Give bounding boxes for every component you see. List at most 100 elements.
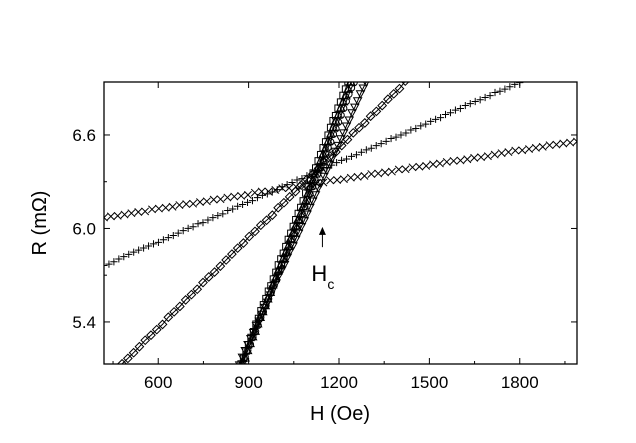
data-point: [383, 94, 393, 105]
data-point: [273, 202, 284, 213]
data-point: [382, 137, 390, 145]
data-point: [333, 141, 343, 151]
data-point: [253, 194, 262, 202]
data-point: [394, 165, 403, 174]
data-point: [285, 247, 296, 256]
data-point: [397, 131, 405, 139]
data-point: [221, 255, 232, 265]
data-point: [377, 100, 388, 111]
data-point: [334, 118, 343, 126]
data-point: [483, 152, 492, 161]
data-point: [209, 213, 217, 222]
data-point: [128, 347, 139, 358]
data-point: [365, 111, 376, 122]
data-point: [148, 205, 156, 214]
data-point: [310, 191, 321, 200]
data-point: [331, 111, 340, 120]
chart-marks: [104, 82, 577, 364]
data-point: [271, 279, 281, 288]
data-point: [461, 101, 469, 110]
data-point: [186, 289, 197, 300]
data-point: [355, 90, 366, 99]
y-tick-label: 6.0: [72, 219, 96, 238]
data-point: [298, 209, 306, 218]
series-line: [121, 82, 406, 364]
data-point: [504, 148, 513, 157]
data-point: [362, 146, 370, 154]
data-point: [449, 156, 458, 165]
data-point: [417, 122, 425, 130]
data-point: [407, 126, 415, 134]
data-point: [157, 319, 168, 330]
data-point: [293, 176, 301, 184]
data-point: [343, 84, 354, 93]
data-point: [214, 211, 222, 220]
data-point: [219, 210, 227, 218]
data-point: [441, 110, 450, 119]
data-point: [456, 156, 465, 165]
data-point: [337, 111, 345, 119]
data-point: [278, 197, 289, 208]
data-point: [144, 242, 153, 250]
series-diamond: [117, 82, 410, 364]
data-point: [342, 97, 350, 106]
data-point: [226, 249, 237, 260]
data-point: [305, 203, 315, 213]
data-point: [456, 104, 464, 113]
y-tick-label: 6.6: [72, 126, 96, 145]
data-point: [296, 222, 307, 232]
data-point: [333, 109, 344, 119]
data-point: [446, 109, 455, 117]
data-point: [371, 106, 382, 117]
x-tick-label: 1800: [501, 373, 539, 392]
data-point: [234, 361, 245, 364]
data-point: [313, 184, 324, 193]
data-point: [130, 248, 138, 256]
data-point: [296, 180, 307, 191]
data-point: [412, 124, 420, 133]
data-point: [381, 168, 390, 177]
data-point: [263, 190, 271, 198]
data-point: [149, 240, 158, 248]
data-point: [174, 229, 182, 237]
hc-annotation-label: H: [311, 261, 327, 286]
data-point: [163, 312, 174, 323]
data-point: [346, 173, 355, 182]
data-point: [135, 246, 143, 254]
data-point: [260, 303, 270, 313]
data-point: [552, 140, 561, 149]
data-point: [387, 134, 395, 143]
x-axis-label: H (Oe): [310, 403, 370, 425]
data-point: [198, 277, 208, 288]
data-point: [451, 106, 460, 114]
data-point: [169, 231, 177, 240]
data-point: [184, 224, 192, 232]
data-point: [344, 116, 355, 125]
y-tick-label: 5.4: [72, 313, 96, 332]
data-point: [267, 210, 278, 221]
data-point: [377, 140, 385, 148]
series-triangle-down: [234, 82, 370, 364]
data-point: [203, 272, 214, 282]
data-point: [134, 208, 143, 216]
data-point: [401, 165, 410, 174]
data-point: [169, 306, 179, 317]
data-point: [388, 88, 399, 99]
data-point: [531, 143, 540, 152]
data-point: [573, 137, 577, 146]
data-point: [250, 226, 260, 237]
data-point: [174, 301, 185, 312]
data-point: [359, 118, 370, 128]
data-point: [367, 144, 375, 152]
data-point: [248, 329, 259, 338]
data-point: [307, 197, 318, 207]
data-point: [332, 124, 340, 133]
data-point: [394, 83, 405, 94]
data-point: [559, 139, 568, 148]
data-point: [104, 261, 108, 270]
data-point: [354, 122, 364, 133]
data-point: [496, 87, 504, 95]
series-x: [104, 137, 577, 222]
data-point: [204, 216, 212, 224]
data-point: [113, 211, 122, 220]
